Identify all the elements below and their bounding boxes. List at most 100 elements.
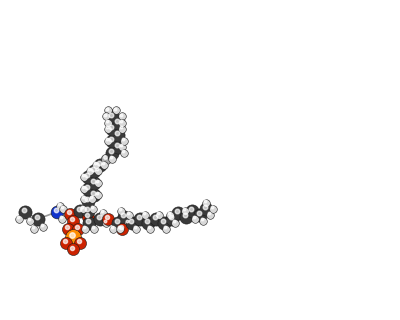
Point [173,209,180,214]
Point [190,215,197,220]
Point [175,210,181,215]
Point [127,219,134,224]
Point [131,225,138,230]
Point [170,219,177,224]
Point [117,124,124,130]
Point [118,208,124,213]
Point [137,216,143,221]
Point [117,142,124,148]
Point [119,144,125,149]
Point [73,225,80,230]
Point [107,137,114,142]
Point [172,220,178,226]
Point [113,118,120,124]
Point [54,209,60,214]
Point [117,118,124,124]
Point [82,226,88,231]
Point [181,213,188,218]
Point [83,185,90,190]
Point [208,205,215,210]
Point [33,215,40,220]
Point [117,226,123,231]
Point [109,156,115,161]
Point [65,210,72,215]
Point [119,226,125,231]
Point [91,168,97,173]
Point [105,120,111,125]
Point [80,225,87,230]
Point [123,219,130,224]
Point [14,215,21,220]
Point [182,208,188,213]
Point [98,209,105,214]
Point [101,155,108,160]
Point [103,220,109,226]
Point [119,137,126,142]
Point [63,240,69,245]
Point [121,214,127,220]
Point [97,216,103,221]
Point [198,217,205,222]
Point [135,215,142,220]
Point [58,205,65,210]
Point [161,220,167,226]
Point [119,213,126,218]
Point [117,112,124,117]
Point [68,233,75,238]
Point [83,173,90,178]
Point [85,214,91,220]
Point [22,209,28,214]
Point [75,207,82,212]
Text: alamy - D7K6HB: alamy - D7K6HB [149,299,251,312]
Point [81,174,87,179]
Point [183,214,189,220]
Point [97,162,103,167]
Point [87,168,93,173]
Point [84,219,91,224]
Point [89,225,96,230]
Point [133,226,139,231]
Point [29,225,36,230]
Point [119,148,126,154]
Point [79,185,86,190]
Point [35,216,41,221]
Point [108,225,115,230]
Point [89,167,96,172]
Point [201,199,208,204]
Point [169,216,175,221]
Point [105,126,111,131]
Point [125,220,131,226]
Point [115,120,121,125]
Point [103,137,110,142]
Point [145,225,152,230]
Point [67,211,73,216]
Point [89,191,96,196]
Point [103,114,109,119]
Point [79,195,86,200]
Point [25,217,32,222]
Point [203,200,209,205]
Point [93,179,100,184]
Point [126,212,132,218]
Point [142,212,148,218]
Point [88,205,95,210]
Point [101,162,107,167]
Point [105,138,111,143]
Point [156,212,162,218]
Point [68,217,75,222]
Point [65,226,71,231]
Point [85,208,91,213]
Point [81,186,87,191]
Point [95,192,101,197]
Point [75,226,81,231]
Point [205,211,212,216]
Point [154,211,161,216]
Point [91,226,97,231]
Point [85,174,91,179]
Point [197,212,203,218]
Point [103,156,109,161]
Point [89,196,95,201]
Point [85,198,91,204]
Point [52,208,59,213]
Point [83,207,90,212]
